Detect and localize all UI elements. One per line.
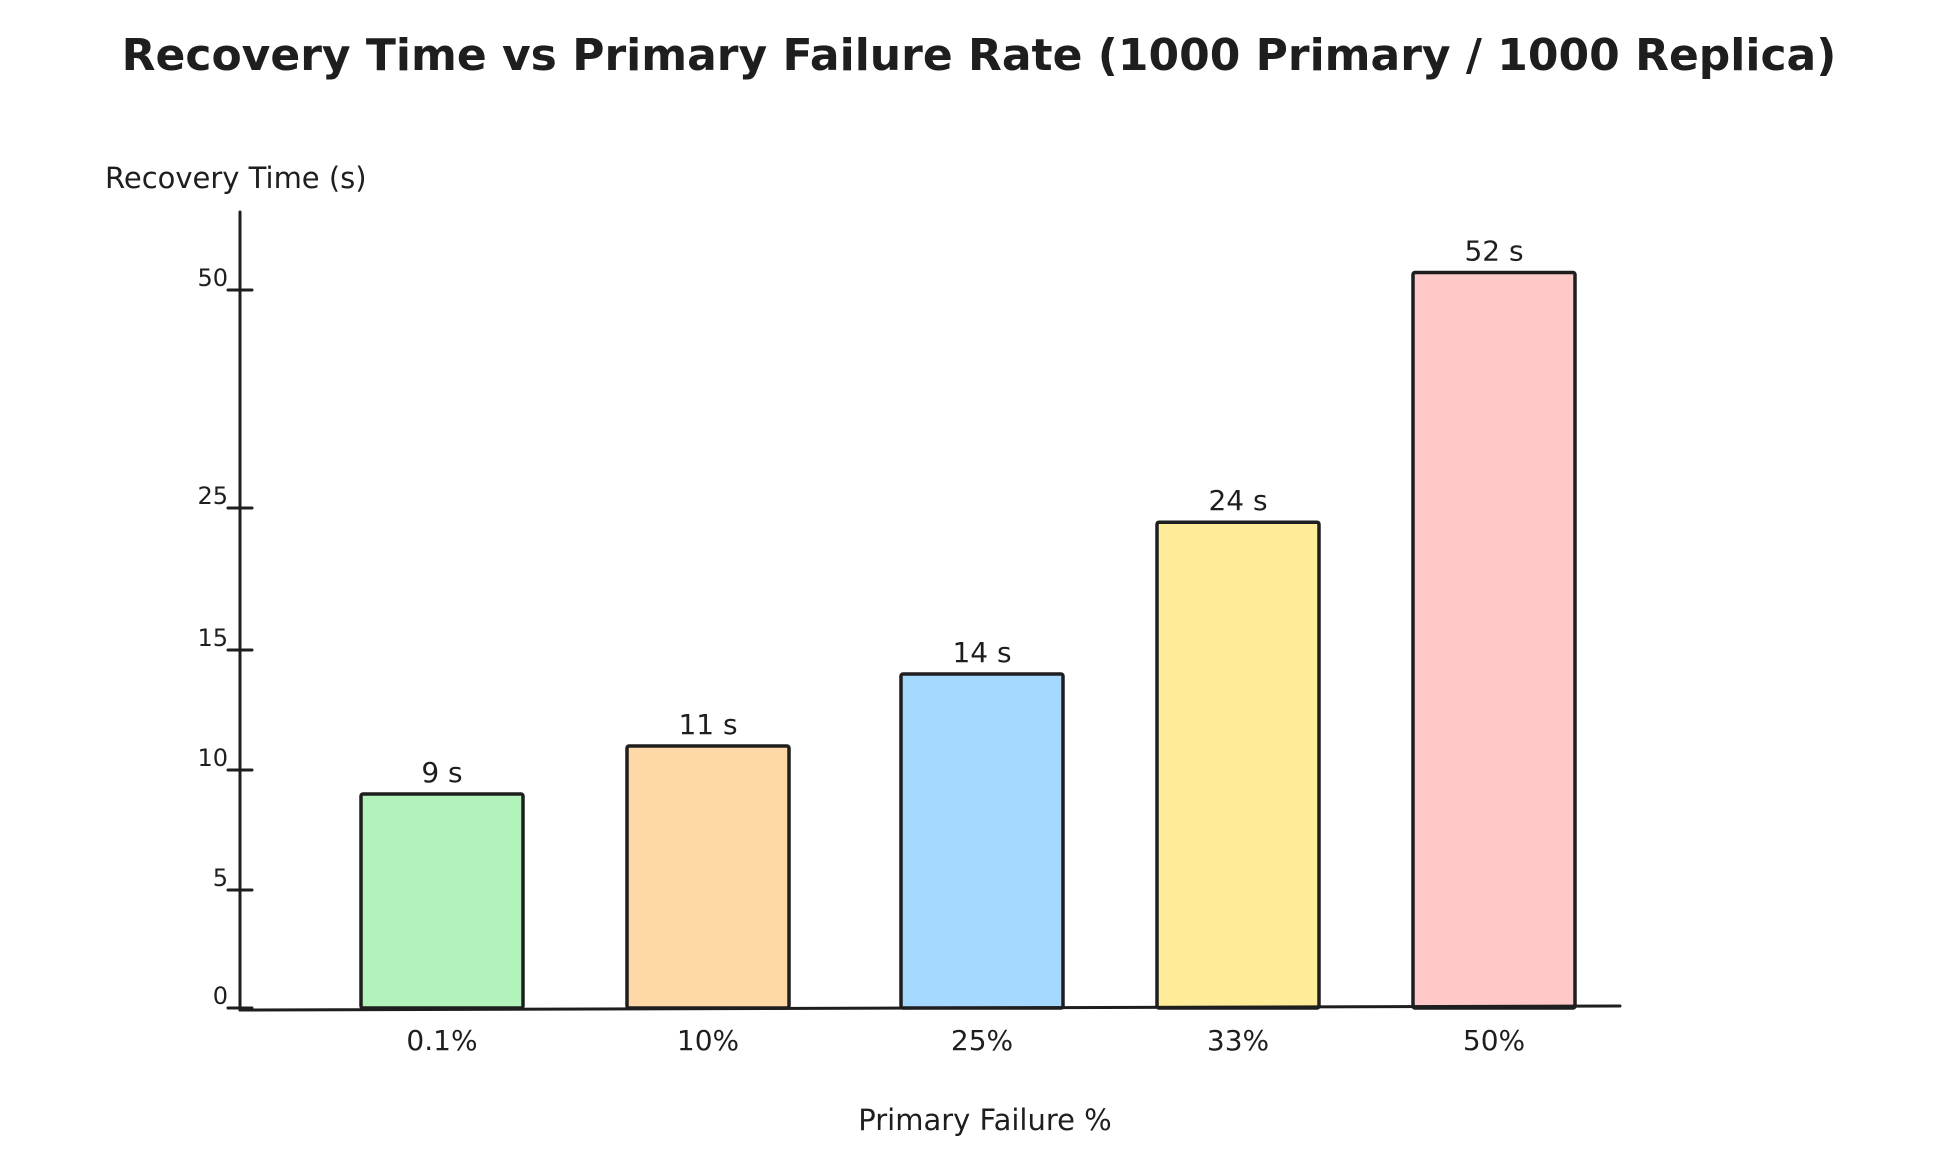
x-axis-line	[238, 1004, 1622, 1012]
y-tick-label: 10	[197, 744, 228, 772]
x-axis-title: Primary Failure %	[858, 1103, 1111, 1137]
chart-title: Recovery Time vs Primary Failure Rate (1…	[122, 30, 1837, 81]
bar	[359, 792, 525, 1010]
bar	[1411, 270, 1577, 1010]
bar	[1155, 520, 1321, 1010]
bar-value-label: 14 s	[952, 636, 1011, 669]
bar	[899, 672, 1065, 1010]
bar-value-label: 24 s	[1208, 484, 1267, 517]
x-category-label: 50%	[1463, 1024, 1525, 1057]
bar-value-label: 52 s	[1464, 235, 1523, 268]
bar	[625, 744, 791, 1010]
bar-value-label: 11 s	[678, 708, 737, 741]
y-tick-label: 15	[197, 624, 228, 652]
y-tick-label: 50	[197, 264, 228, 292]
x-category-label: 0.1%	[406, 1024, 477, 1057]
y-axis-title: Recovery Time (s)	[105, 161, 367, 195]
y-tick-label: 0	[213, 982, 228, 1010]
bar-value-label: 9 s	[421, 756, 462, 789]
y-tick-label: 25	[197, 482, 228, 510]
x-category-label: 25%	[951, 1024, 1013, 1057]
x-category-label: 10%	[677, 1024, 739, 1057]
x-category-label: 33%	[1207, 1024, 1269, 1057]
y-tick-label: 5	[213, 864, 228, 892]
